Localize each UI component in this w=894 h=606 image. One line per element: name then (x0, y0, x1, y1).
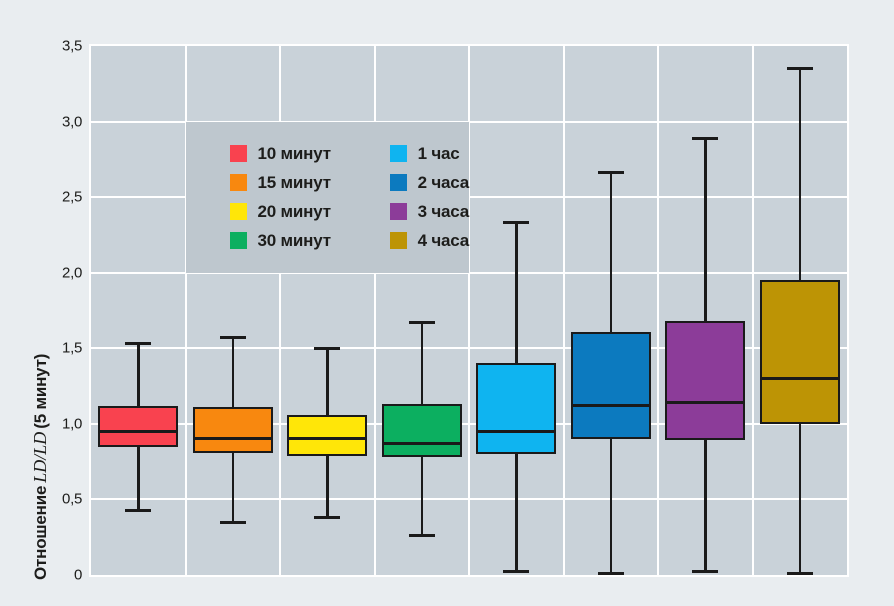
y-tick-label: 0 (73, 566, 82, 584)
whisker-cap-top (597, 171, 624, 175)
y-tick-label: 0,5 (62, 490, 82, 508)
boxplot-box (381, 404, 462, 458)
whisker-cap-top (503, 221, 530, 225)
legend-swatch-icon (229, 232, 247, 250)
y-tick-label: 2,0 (62, 264, 82, 282)
plot-area: 10 минут 15 минут 20 минут 30 минут 1 час 2 … (91, 46, 847, 575)
y-tick-label: 2,5 (62, 188, 82, 206)
legend-swatch-icon (229, 145, 247, 163)
legend-label: 3 часа (417, 201, 470, 221)
legend-label: 30 минут (257, 230, 332, 250)
y-tick-label: 3,0 (62, 113, 82, 131)
boxplot-box (570, 331, 651, 439)
legend-column-1: 10 минут 15 минут 20 минут 30 минут (229, 143, 364, 251)
legend-item: 3 часа (389, 201, 470, 222)
whisker-cap-bottom (786, 571, 813, 575)
y-axis-ticks: 0 0,5 1,0 1,5 2,0 2,5 3,0 3,5 (0, 38, 82, 584)
legend-item: 15 минут (229, 172, 364, 193)
whisker-cap-bottom (692, 570, 719, 574)
legend: 10 минут 15 минут 20 минут 30 минут 1 час 2 … (185, 121, 470, 273)
gridline-vertical (751, 46, 754, 575)
boxplot-median (476, 429, 557, 433)
whisker-cap-top (692, 136, 719, 140)
legend-swatch-icon (389, 232, 407, 250)
boxplot-median (192, 437, 273, 441)
whisker-cap-bottom (503, 570, 530, 574)
gridline-vertical (279, 46, 281, 575)
legend-label: 10 минут (257, 143, 332, 163)
whisker-cap-bottom (219, 520, 246, 524)
gridline-vertical (373, 46, 376, 575)
boxplot-box (476, 363, 557, 455)
legend-swatch-icon (389, 203, 407, 221)
legend-item: 4 часа (389, 230, 470, 251)
legend-item: 10 минут (229, 143, 364, 164)
legend-label: 15 минут (257, 172, 332, 192)
whisker-cap-bottom (408, 534, 435, 538)
gridline-vertical (468, 46, 470, 575)
boxplot-box (287, 414, 368, 456)
legend-label: 1 час (417, 143, 460, 163)
legend-item: 20 минут (229, 201, 364, 222)
y-tick-label: 1,5 (62, 339, 82, 357)
legend-label: 20 минут (257, 201, 332, 221)
legend-swatch-icon (389, 145, 407, 163)
boxplot-median (570, 404, 651, 408)
boxplot-box (759, 280, 840, 424)
whisker-cap-bottom (597, 571, 624, 575)
whisker-cap-top (408, 321, 435, 325)
whisker-cap-top (314, 346, 341, 350)
boxplot-median (665, 401, 746, 405)
gridline-vertical (184, 46, 187, 575)
legend-item: 1 час (389, 143, 469, 164)
gridline-vertical (562, 46, 565, 575)
whisker-cap-top (125, 342, 152, 346)
legend-swatch-icon (389, 174, 407, 192)
legend-column-2: 1 час 2 часа 3 часа 4 часа (389, 143, 470, 251)
y-tick-label: 3,5 (62, 37, 82, 55)
legend-swatch-icon (229, 174, 247, 192)
boxplot-median (98, 429, 179, 433)
legend-item: 30 минут (229, 230, 364, 251)
legend-label: 4 часа (417, 230, 470, 250)
boxplot-box (665, 321, 746, 441)
whisker-cap-bottom (314, 516, 341, 520)
series-layer (91, 46, 847, 575)
legend-item: 2 часа (389, 172, 470, 193)
whisker-cap-top (219, 336, 246, 340)
grid-layer (91, 46, 847, 575)
boxplot-median (759, 377, 840, 380)
boxplot-box (192, 407, 273, 453)
boxplot-median (287, 437, 368, 441)
boxplot-median (381, 442, 462, 445)
gridline-vertical (657, 46, 659, 575)
whisker-cap-top (786, 67, 813, 71)
y-tick-label: 1,0 (62, 415, 82, 433)
boxplot-box (98, 405, 179, 447)
whisker-cap-bottom (125, 508, 152, 512)
legend-label: 2 часа (417, 172, 470, 192)
legend-swatch-icon (229, 203, 247, 221)
